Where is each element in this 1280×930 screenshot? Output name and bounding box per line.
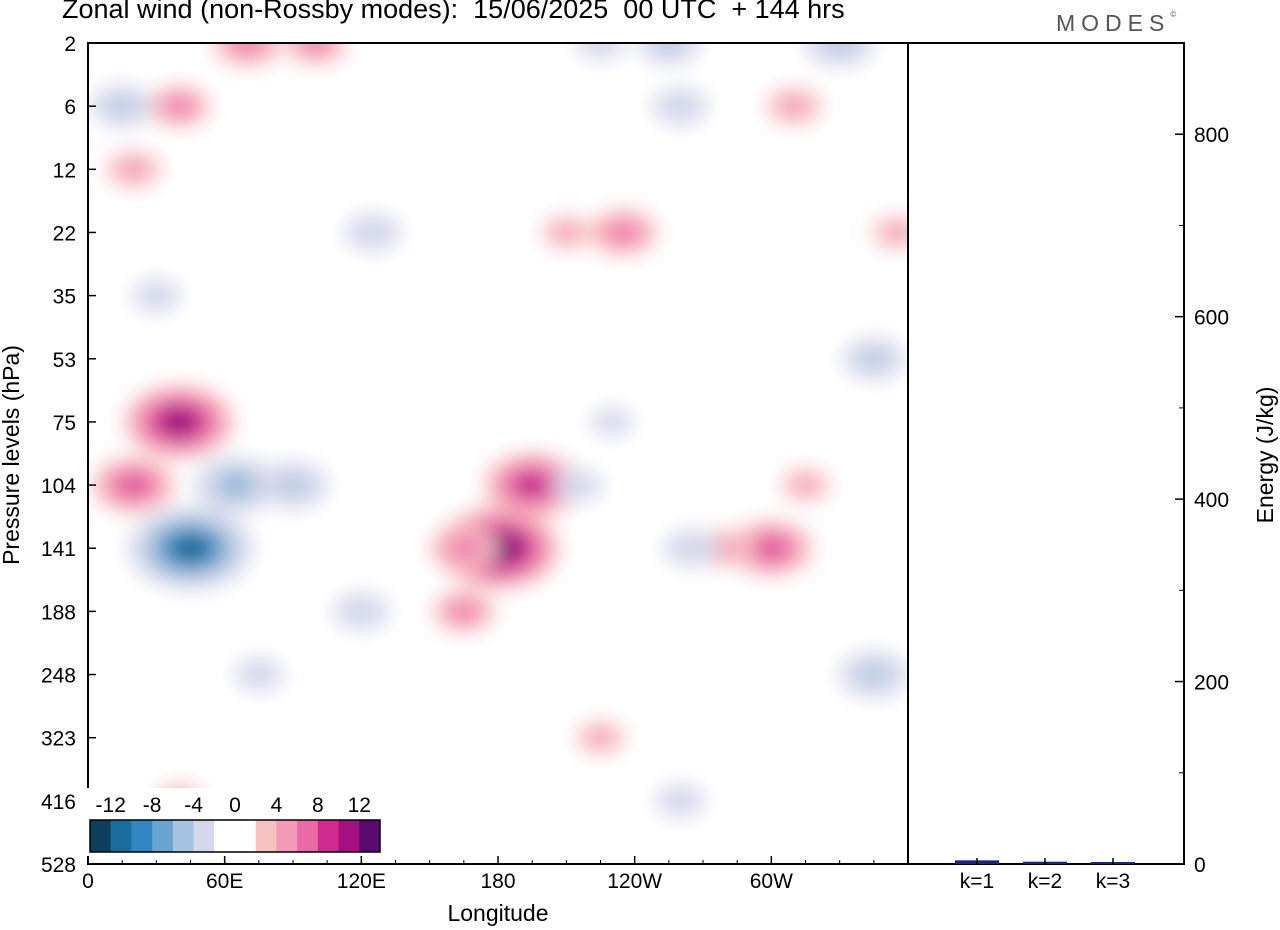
colorbar-swatch xyxy=(276,820,298,852)
wind-anomaly-cell xyxy=(565,477,590,494)
modes-logo: MODES© xyxy=(1056,10,1176,37)
wind-anomaly-cell xyxy=(281,477,305,493)
wind-anomaly-cell xyxy=(863,351,885,366)
wind-anomaly-cell xyxy=(168,99,190,113)
energy-category-label: k=3 xyxy=(1096,870,1130,893)
chart-title: Zonal wind (non-Rossby modes): 15/06/202… xyxy=(62,0,845,24)
y-tick-label: 104 xyxy=(41,475,76,498)
colorbar-swatch xyxy=(214,820,236,852)
wind-anomaly-cell xyxy=(305,43,327,50)
wind-anomaly-cell xyxy=(225,478,247,492)
x-tick-label: 120W xyxy=(607,870,662,893)
y-tick-label: 22 xyxy=(53,222,76,245)
energy-tick-label: 800 xyxy=(1194,124,1229,147)
wind-anomaly-cell xyxy=(884,224,908,241)
wind-anomaly-cell xyxy=(588,43,613,51)
colorbar-swatch xyxy=(359,820,381,852)
wind-anomaly-cell xyxy=(658,43,680,50)
energy-category-label: k=1 xyxy=(960,870,994,893)
wind-anomaly-cell xyxy=(347,602,376,621)
energy-category-label: k=2 xyxy=(1028,870,1062,893)
colorbar-swatch xyxy=(338,820,360,852)
energy-plot-frame xyxy=(907,42,1185,865)
y-tick-label: 323 xyxy=(41,728,76,751)
y-tick-label: 188 xyxy=(41,601,76,624)
x-axis-label: Longitude xyxy=(447,900,548,926)
wind-anomaly-cell xyxy=(828,43,852,51)
colorbar-label: -4 xyxy=(184,794,203,817)
wind-anomaly-cell xyxy=(453,604,475,619)
energy-axis-label: Energy (J/kg) xyxy=(1252,387,1278,524)
main-axis-ticks: 0 60E 120E 180 120W 60W 2 6 12 22 35 53 75 104 141 188 2… xyxy=(41,33,875,893)
y-axis-label: Pressure levels (hPa) xyxy=(0,345,24,565)
energy-tick-label: 400 xyxy=(1194,489,1229,512)
x-tick-label: 60E xyxy=(206,870,243,893)
wind-anomaly-cell xyxy=(144,287,169,304)
x-tick-label: 0 xyxy=(82,870,94,893)
wind-anomaly-cell xyxy=(111,99,133,113)
wind-anomaly-cell xyxy=(119,160,148,179)
y-tick-label: 6 xyxy=(64,96,76,119)
colorbar-swatch xyxy=(90,820,112,852)
colorbar-swatch xyxy=(317,820,340,852)
wind-anomaly-cell xyxy=(780,97,808,116)
energy-tick-label: 200 xyxy=(1194,672,1229,695)
wind-anomaly-cell xyxy=(181,542,200,555)
wind-anomaly-cell xyxy=(677,539,706,558)
x-tick-label: 180 xyxy=(480,870,515,893)
energy-tick-label: 600 xyxy=(1194,307,1229,330)
colorbar-swatch xyxy=(110,820,132,852)
colorbar-label: 0 xyxy=(229,794,241,817)
wind-anomaly-cell xyxy=(862,666,886,683)
colorbar-swatch xyxy=(193,820,215,852)
wind-anomaly-cell xyxy=(452,540,476,556)
wind-anomaly-cell xyxy=(358,223,387,242)
wind-anomaly-cell xyxy=(554,224,579,241)
wind-anomaly-cell xyxy=(611,224,635,241)
wind-anomaly-cell xyxy=(793,477,818,494)
y-tick-label: 2 xyxy=(64,33,76,56)
colorbar-swatch xyxy=(172,820,195,852)
energy-tick-label: 0 xyxy=(1194,854,1206,877)
wind-anomaly-cell xyxy=(246,666,271,683)
x-tick-label: 60W xyxy=(750,870,793,893)
y-tick-label: 141 xyxy=(41,538,76,561)
wind-anomaly-cell xyxy=(169,415,189,429)
y-tick-label: 35 xyxy=(53,286,76,309)
colorbar-label: -12 xyxy=(96,794,126,817)
colorbar-swatch xyxy=(255,820,277,852)
y-tick-label: 416 xyxy=(41,791,76,814)
colorbar-swatch xyxy=(235,820,257,852)
colorbar: -12 -8 -4 0 4 8 12 xyxy=(86,788,384,856)
x-tick-label: 120E xyxy=(337,870,386,893)
colorbar-swatch xyxy=(152,820,174,852)
logo-mark: © xyxy=(1170,10,1177,19)
colorbar-label: 8 xyxy=(312,794,324,817)
colorbar-frame xyxy=(89,819,381,853)
y-tick-label: 528 xyxy=(41,854,76,877)
heatmap-field xyxy=(91,43,908,817)
wind-anomaly-cell xyxy=(123,478,144,492)
colorbar-swatch xyxy=(131,820,153,852)
wind-anomaly-cell xyxy=(668,792,693,809)
energy-bars: 0 200 400 600 800 k=1 k=2 k=3 xyxy=(955,124,1229,893)
colorbar-swatch xyxy=(297,820,319,852)
wind-anomaly-cell xyxy=(761,541,782,556)
wind-anomaly-cell xyxy=(711,539,740,558)
y-tick-label: 75 xyxy=(53,412,76,435)
wind-anomaly-cell xyxy=(666,97,695,116)
y-tick-label: 248 xyxy=(41,665,76,688)
colorbar-label: -8 xyxy=(143,794,162,817)
logo-text: MODES xyxy=(1056,10,1171,36)
wind-anomaly-cell xyxy=(235,43,259,51)
colorbar-label: 4 xyxy=(271,794,283,817)
wind-anomaly-cell xyxy=(522,478,542,492)
wind-anomaly-cell xyxy=(591,408,633,436)
y-tick-label: 53 xyxy=(53,349,76,372)
main-plot-frame xyxy=(87,42,909,865)
colorbar-label: 12 xyxy=(348,794,371,817)
y-tick-label: 12 xyxy=(53,159,76,182)
wind-anomaly-cell xyxy=(588,729,613,746)
